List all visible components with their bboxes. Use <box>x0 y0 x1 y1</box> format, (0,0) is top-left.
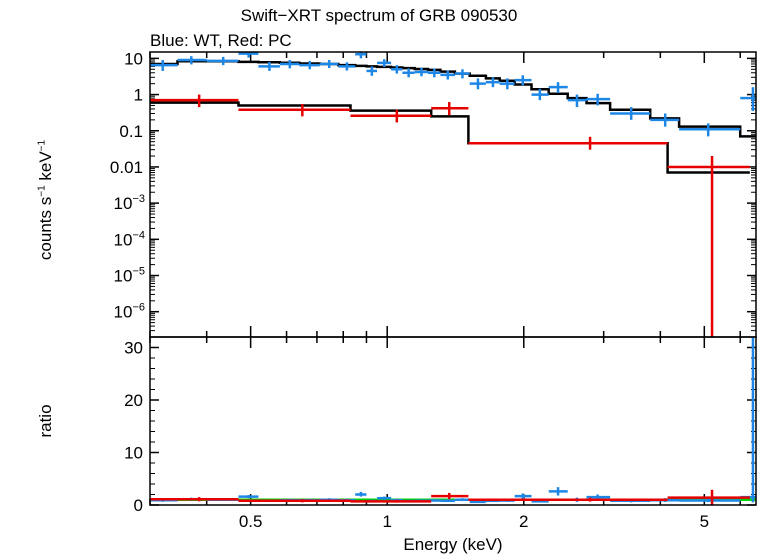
data-point <box>238 52 259 58</box>
y-axis-label-spectrum-exp1: −1 <box>36 185 48 197</box>
panel-ratio: 0 10 20 30 <box>124 336 757 515</box>
data-point <box>440 70 455 80</box>
data-point <box>427 68 441 78</box>
y-axis-label-spectrum-exp2: −1 <box>36 139 48 152</box>
data-point <box>150 60 178 71</box>
y-tick-label: 20 <box>124 391 143 410</box>
data-point <box>468 136 668 150</box>
data-point <box>150 94 239 108</box>
data-point <box>740 87 756 112</box>
data-point <box>610 107 651 120</box>
data-point <box>514 75 532 86</box>
data-point <box>338 62 356 71</box>
data-point <box>355 52 367 59</box>
data-point <box>355 491 367 497</box>
data-point <box>299 60 320 70</box>
data-point <box>667 156 750 337</box>
chart-title: Swift−XRT spectrum of GRB 090530 <box>240 6 518 25</box>
data-point <box>350 499 432 503</box>
data-point <box>177 56 207 65</box>
data-point <box>499 78 515 90</box>
y-tick-exponent: −6 <box>132 302 145 314</box>
data-point <box>279 60 300 69</box>
x-tick-label: 2 <box>519 512 528 531</box>
y-tick-label: 10 <box>124 444 143 463</box>
data-point <box>679 498 741 503</box>
y-axis-label-ratio: ratio <box>36 404 55 438</box>
x-tick-label: 0.5 <box>239 512 263 531</box>
data-point <box>454 69 470 79</box>
panel-spectrum: 10 1 0.1 0.01 10−3 10−4 10−5 10−6 <box>110 49 757 338</box>
x-tick-label: 1 <box>382 512 391 531</box>
y-tick-exponent: −5 <box>132 266 145 278</box>
x-tick-label: 5 <box>700 512 709 531</box>
y-tick-label: 10−5 <box>114 266 145 286</box>
data-point <box>238 499 351 503</box>
data-point <box>319 60 339 69</box>
y-tick-label: 0.01 <box>110 158 143 177</box>
y-tick-label: 0 <box>134 496 143 515</box>
data-point <box>150 497 239 502</box>
data-point <box>567 94 587 108</box>
y-tick-label: 10 <box>124 49 143 68</box>
data-point <box>258 61 280 71</box>
data-point <box>586 93 611 106</box>
data-point <box>468 497 668 502</box>
data-point <box>402 68 415 78</box>
panel-frame <box>149 51 757 338</box>
data-point <box>366 66 378 76</box>
data-point <box>531 88 549 101</box>
data-point <box>514 493 532 499</box>
y-tick-exponent: −3 <box>132 193 145 205</box>
data-point <box>548 82 568 94</box>
data-point <box>548 487 568 496</box>
x-axis-label: Energy (keV) <box>403 535 503 554</box>
data-point <box>431 102 469 116</box>
y-tick-label: 10−6 <box>114 302 145 322</box>
y-tick-label: 0.1 <box>119 122 143 141</box>
data-point <box>650 113 680 127</box>
data-point <box>391 65 403 74</box>
y-tick-label: 30 <box>124 339 143 358</box>
y-axis-label-spectrum-base: counts s <box>36 196 55 261</box>
data-point <box>469 78 486 90</box>
data-point <box>440 499 455 503</box>
data-point <box>238 103 351 117</box>
y-axis-label-spectrum-unit: keV <box>36 151 55 186</box>
data-point <box>377 59 392 67</box>
data-point <box>414 67 428 77</box>
y-axis-label-spectrum: counts s−1 keV−1 <box>36 140 56 260</box>
y-tick-exponent: −4 <box>132 229 145 241</box>
data-point <box>431 492 469 500</box>
data-point <box>485 77 500 88</box>
data-point <box>238 495 259 499</box>
y-tick-label: 10−4 <box>114 229 145 249</box>
y-tick-label: 1 <box>134 86 143 105</box>
data-point <box>667 489 750 505</box>
y-tick-label: 10−3 <box>114 193 145 213</box>
data-point <box>377 496 392 500</box>
data-point <box>740 337 756 503</box>
data-point <box>454 498 470 502</box>
chart-subtitle: Blue: WT, Red: PC <box>150 31 292 50</box>
data-point <box>350 109 432 123</box>
data-point <box>206 56 239 66</box>
data-point <box>679 123 741 137</box>
panel-frame <box>149 336 757 506</box>
model-step-line <box>150 101 750 174</box>
